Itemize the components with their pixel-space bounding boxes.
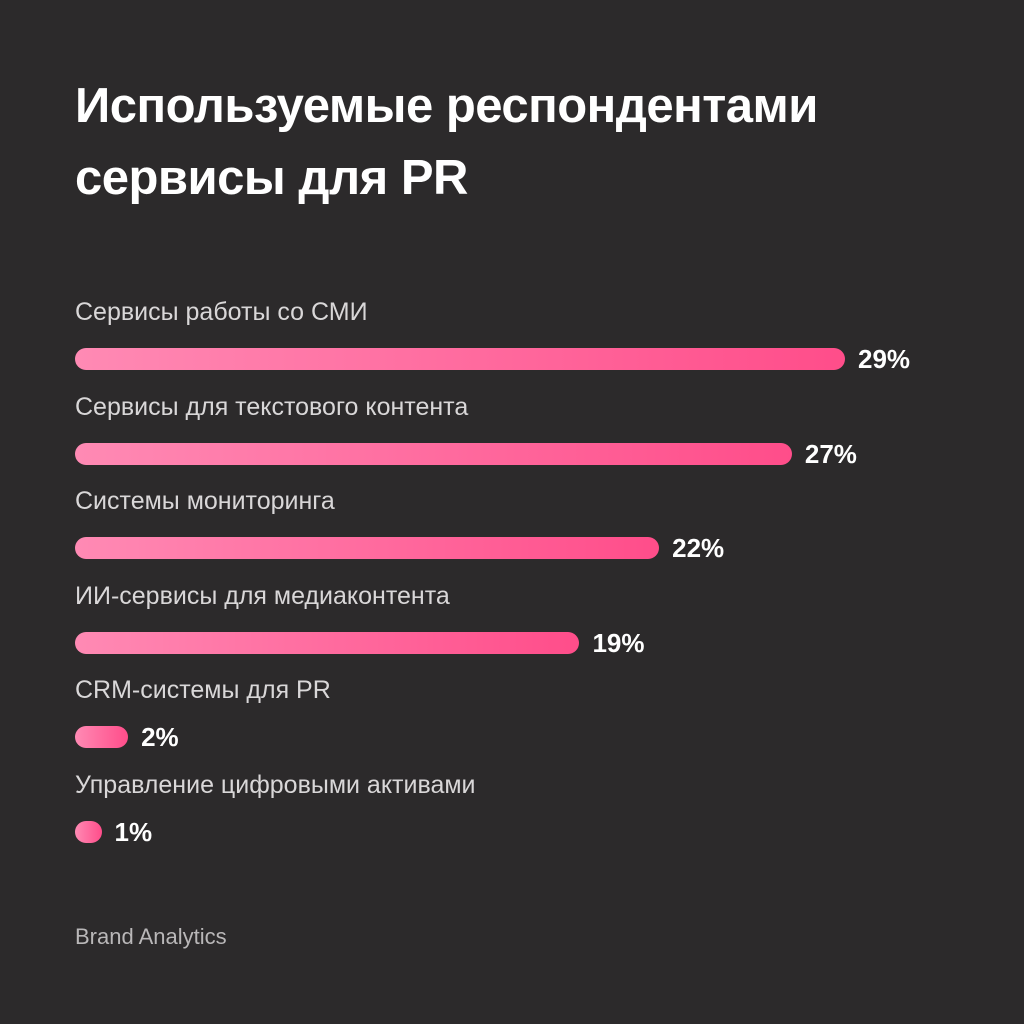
bar: [75, 442, 792, 465]
bar: [75, 348, 845, 370]
brand-footer: Brand Analytics: [75, 924, 227, 949]
value-label: 22%: [672, 533, 725, 563]
bar: [75, 726, 129, 748]
page-title: Используемые респондентами сервисы для P…: [75, 70, 975, 214]
value-label: 1%: [114, 816, 153, 847]
bar: [75, 631, 580, 654]
category-label: ИИ-сервисы для медиаконтента: [75, 581, 450, 610]
title-line-1: Используемые респондентами: [75, 79, 818, 133]
value-label: 29%: [858, 344, 911, 374]
value-label: 2%: [141, 722, 179, 752]
category-label: Сервисы для текстового контента: [75, 392, 469, 421]
bar: [75, 537, 660, 559]
value-label: 27%: [804, 438, 857, 469]
value-label: 19%: [592, 627, 645, 658]
category-label: CRM-системы для PR: [75, 676, 331, 704]
bar: [75, 820, 102, 843]
title-line-2: сервисы для PR: [75, 151, 468, 205]
category-label: Системы мониторинга: [75, 487, 335, 515]
category-label: Сервисы работы со СМИ: [75, 298, 368, 326]
category-label: Управление цифровыми активами: [75, 770, 476, 799]
